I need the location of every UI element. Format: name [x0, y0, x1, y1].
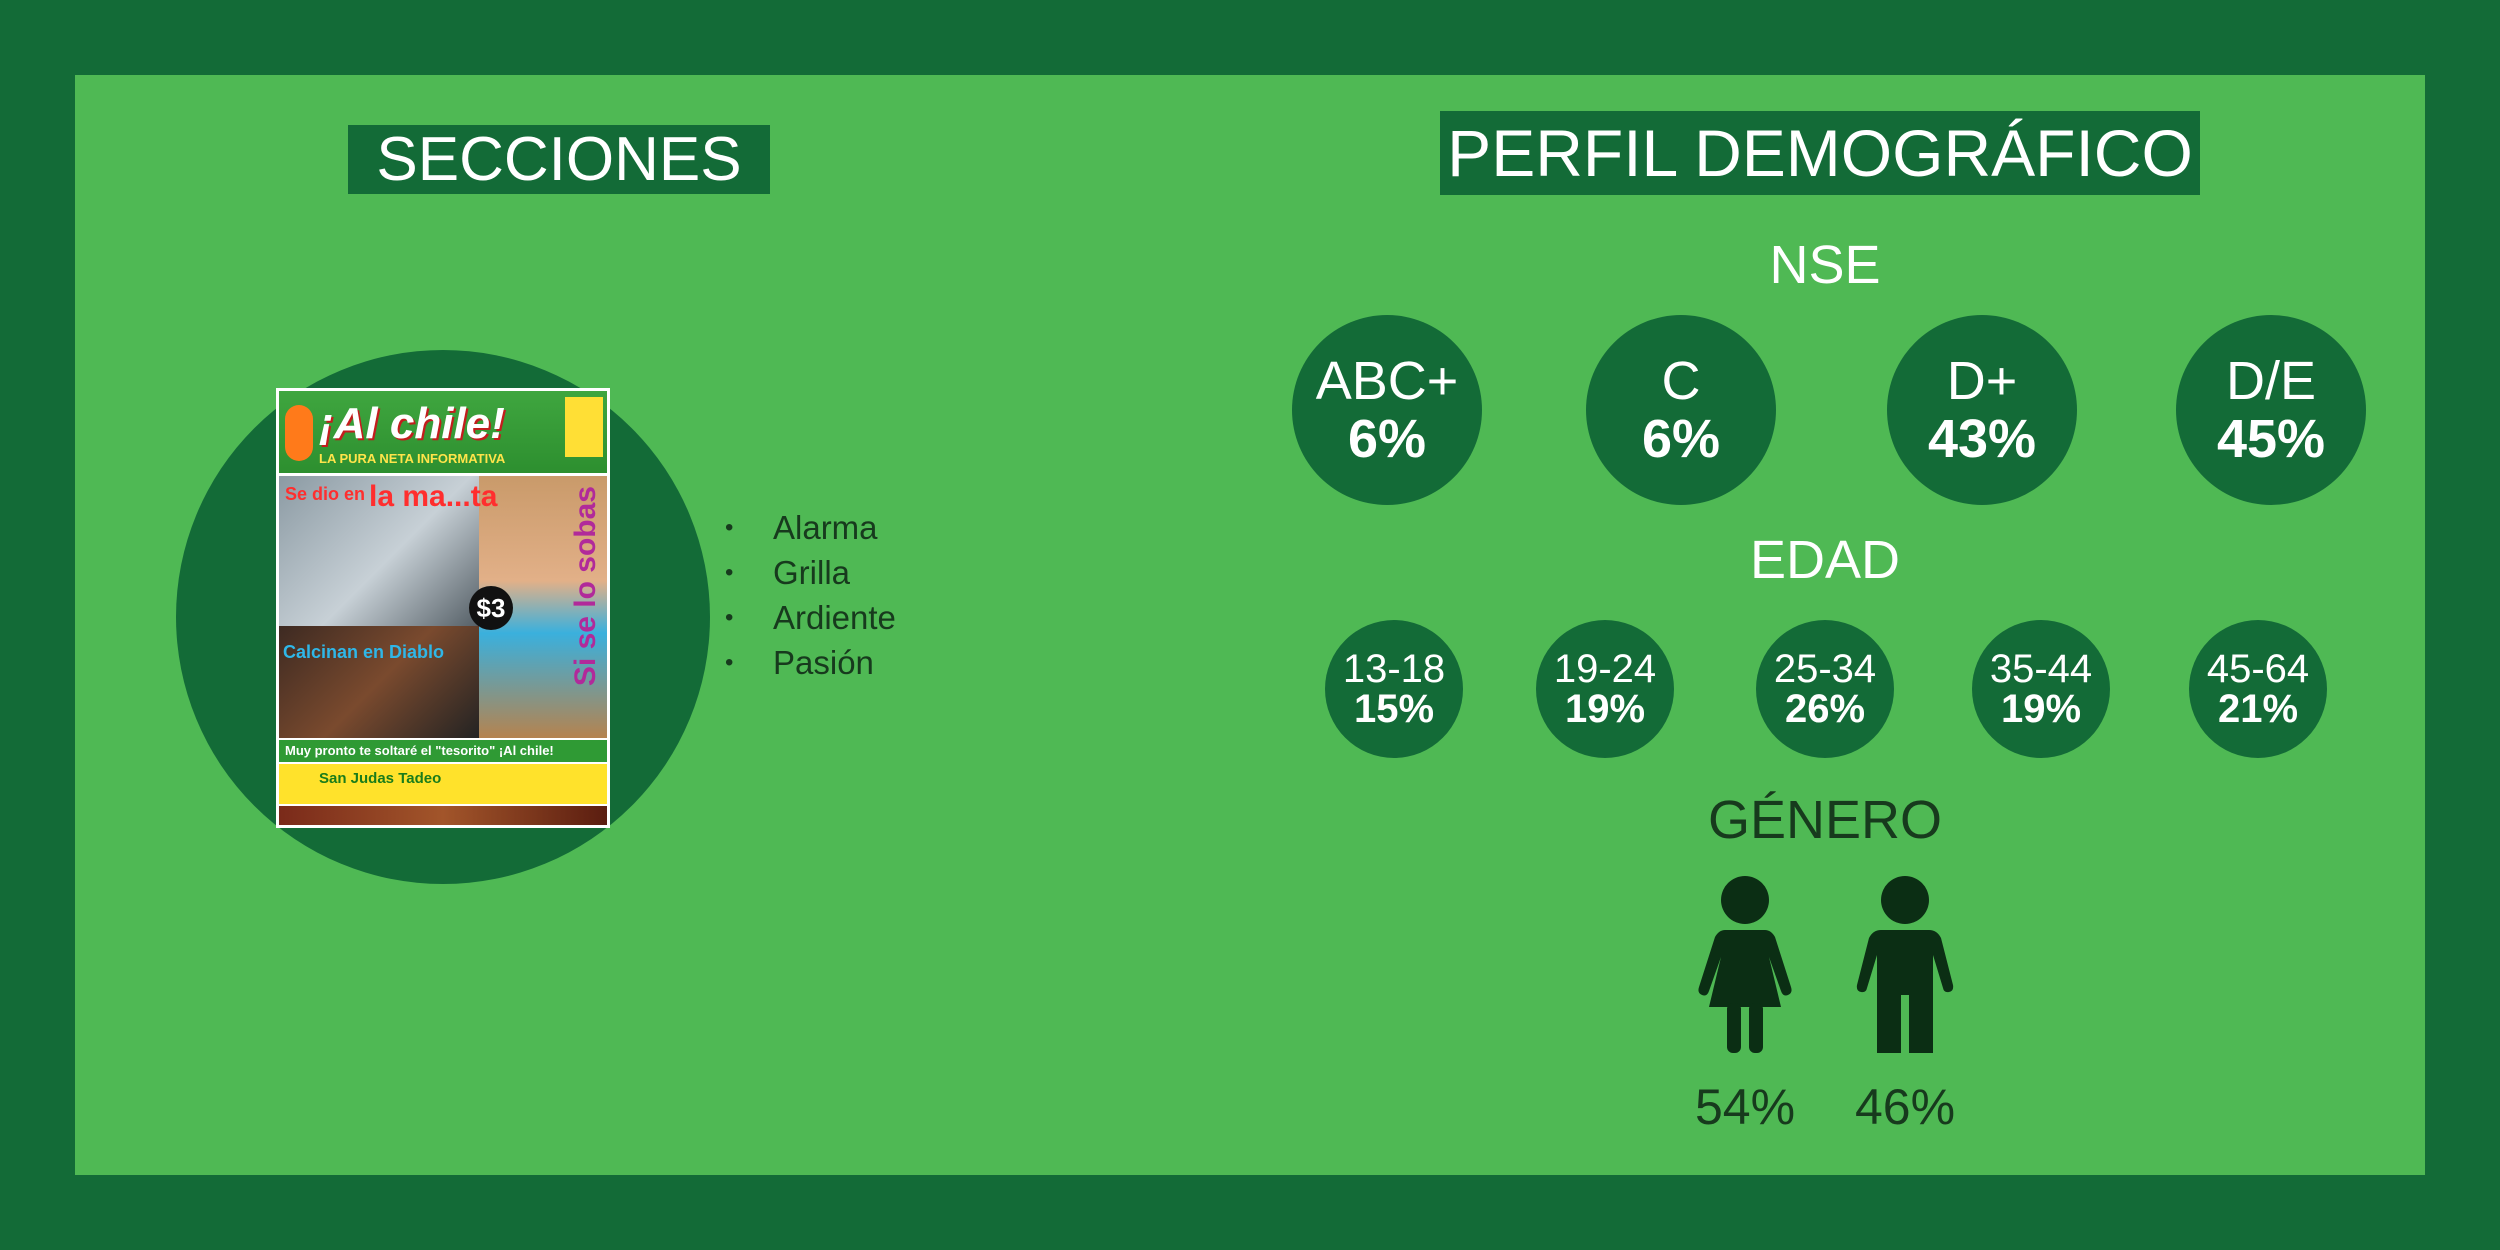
cover-promo: San Judas Tadeo [279, 764, 607, 804]
nse-label: C [1661, 351, 1701, 411]
chili-icon [285, 405, 313, 461]
section-label: Alarma [773, 509, 878, 546]
age-circle: 13-18 15% [1325, 620, 1463, 758]
age-label: 13-18 [1342, 647, 1446, 691]
age-circle: 25-34 26% [1756, 620, 1894, 758]
cover-band: Muy pronto te soltaré el "tesorito" ¡Al … [279, 740, 607, 762]
cover-main-area: Se dio en la ma...ta Calcinan en Diablo … [279, 476, 607, 738]
cover-masthead: ¡Al chile! LA PURA NETA INFORMATIVA [279, 391, 607, 473]
content-panel: SECCIONES ¡Al chile! LA PURA NETA INFORM… [75, 75, 2425, 1175]
nse-value: 6% [1347, 409, 1427, 469]
list-item: • Alarma [725, 505, 896, 550]
cover-footer [279, 806, 607, 825]
cover-sticker [565, 397, 603, 457]
cover-tagline: LA PURA NETA INFORMATIVA [319, 451, 506, 466]
list-item: • Ardiente [725, 595, 896, 640]
nse-label: D+ [1946, 351, 2018, 411]
age-value: 21% [2217, 687, 2299, 731]
cover-headline-small: Se dio en [285, 484, 366, 504]
cover-photo-fire [279, 626, 479, 738]
nse-heading: NSE [1769, 235, 1881, 295]
cover-headline-big: la ma...ta [369, 480, 498, 513]
section-label: Pasión [773, 644, 874, 681]
nse-value: 45% [2216, 409, 2326, 469]
male-percentage: 46% [1854, 1079, 1956, 1135]
age-label: 19-24 [1553, 647, 1657, 691]
nse-value: 6% [1641, 409, 1721, 469]
age-value: 19% [2000, 687, 2082, 731]
age-value: 26% [1784, 687, 1866, 731]
edad-heading: EDAD [1749, 530, 1901, 590]
cover-promo-text: San Judas Tadeo [319, 770, 442, 787]
cover-subheadline: Calcinan en Diablo [283, 642, 445, 662]
cover-logo: ¡Al chile! [319, 399, 505, 448]
bullet-icon: • [725, 649, 734, 676]
newspaper-cover: ¡Al chile! LA PURA NETA INFORMATIVA Se d… [276, 388, 610, 828]
nse-circle: C 6% [1586, 315, 1776, 505]
age-label: 35-44 [1989, 647, 2093, 691]
bullet-icon: • [725, 514, 734, 541]
bullet-icon: • [725, 559, 734, 586]
section-label: Ardiente [773, 599, 896, 636]
female-percentage: 54% [1694, 1079, 1796, 1135]
bullet-icon: • [725, 604, 734, 631]
age-circle: 35-44 19% [1972, 620, 2110, 758]
secciones-title: SECCIONES [348, 125, 770, 194]
nse-label: ABC+ [1315, 351, 1459, 411]
list-item: • Pasión [725, 640, 896, 685]
cover-price-badge: $3 [469, 586, 513, 630]
perfil-title: PERFIL DEMOGRÁFICO [1440, 111, 2200, 195]
age-value: 19% [1564, 687, 1646, 731]
age-label: 45-64 [2206, 647, 2310, 691]
nse-circle: ABC+ 6% [1292, 315, 1482, 505]
sections-list: • Alarma • Grilla • Ardiente • Pasión [725, 505, 896, 685]
age-label: 25-34 [1773, 647, 1877, 691]
age-circle: 19-24 19% [1536, 620, 1674, 758]
age-circle: 45-64 21% [2189, 620, 2327, 758]
female-icon [1698, 876, 1792, 1053]
male-icon [1856, 876, 1954, 1053]
genero-heading: GÉNERO [1707, 790, 1943, 850]
nse-value: 43% [1927, 409, 2037, 469]
cover-side-text: Si se lo sobas [569, 486, 602, 687]
section-label: Grilla [773, 554, 851, 591]
nse-circle: D/E 45% [2176, 315, 2366, 505]
age-value: 15% [1353, 687, 1435, 731]
cover-photo-car [279, 476, 479, 626]
nse-circle: D+ 43% [1887, 315, 2077, 505]
list-item: • Grilla [725, 550, 896, 595]
nse-label: D/E [2225, 351, 2317, 411]
